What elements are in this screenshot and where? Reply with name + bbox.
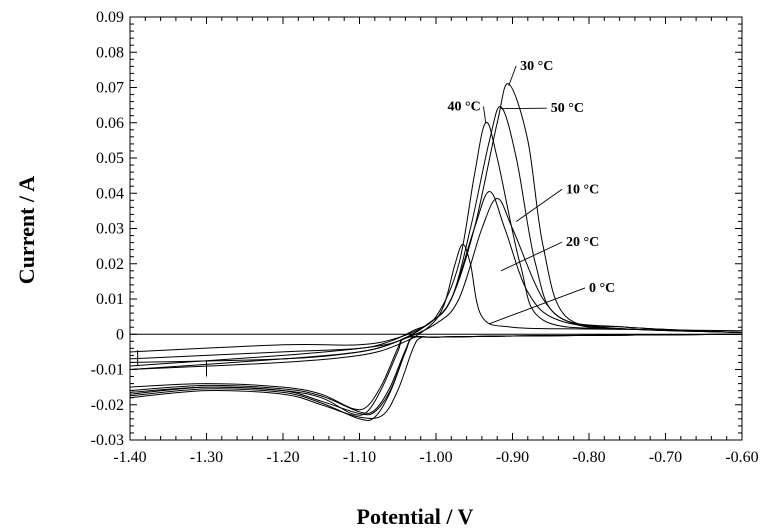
annotation-label: 40 °C bbox=[447, 99, 480, 114]
plot-frame bbox=[129, 16, 743, 441]
x-axis-label: Potential / V bbox=[357, 504, 474, 529]
y-tick-label: 0.03 bbox=[96, 221, 124, 238]
y-tick-label: 0.08 bbox=[96, 44, 124, 61]
series-line-reverse bbox=[129, 121, 743, 360]
plot-border bbox=[129, 16, 743, 441]
y-tick-label: 0.06 bbox=[96, 115, 124, 132]
x-tick-label: -0.80 bbox=[572, 449, 605, 466]
x-tick-label: -1.00 bbox=[419, 449, 452, 466]
series-line-forward bbox=[129, 333, 743, 411]
annotation-leader bbox=[489, 287, 586, 325]
annotation-group: 30 °C 40 °C 50 °C 10 °C 20 °C 0 °C bbox=[447, 59, 615, 325]
x-tick-label: -0.60 bbox=[725, 449, 758, 466]
annotation-label: 50 °C bbox=[551, 101, 584, 116]
series-group bbox=[129, 83, 743, 422]
y-tick-label: 0.01 bbox=[96, 291, 124, 308]
annotation-label: 20 °C bbox=[566, 235, 599, 250]
y-tick-label: 0.04 bbox=[96, 185, 124, 202]
y-tick-label: -0.02 bbox=[91, 397, 124, 414]
annotation-label: 30 °C bbox=[520, 59, 553, 74]
annotation-label: 10 °C bbox=[566, 182, 599, 197]
series-line-reverse bbox=[129, 190, 743, 367]
x-tick-label: -1.10 bbox=[343, 449, 376, 466]
series-line-forward bbox=[129, 333, 743, 414]
y-tick-label: 0.02 bbox=[96, 256, 124, 273]
x-tick-label: -0.90 bbox=[496, 449, 529, 466]
x-tick-label: -1.30 bbox=[190, 449, 223, 466]
y-tick-label: -0.03 bbox=[91, 432, 124, 449]
y-axis-label: Current / A bbox=[14, 176, 39, 284]
y-axis: -0.03 -0.02 -0.01 0 0.01 0.02 0.03 0.04 0.05 0.06… bbox=[91, 9, 742, 449]
annotation-leader bbox=[516, 188, 563, 222]
series-line-reverse bbox=[129, 197, 743, 363]
x-tick-label: -1.40 bbox=[113, 449, 146, 466]
annotation-label: 0 °C bbox=[589, 281, 615, 296]
annotation-leader bbox=[483, 106, 487, 123]
series-line-reverse bbox=[129, 83, 743, 370]
series-line-reverse bbox=[129, 243, 743, 370]
y-tick-label: 0.07 bbox=[96, 80, 124, 97]
y-tick-label: -0.01 bbox=[91, 362, 124, 379]
x-axis: -1.40 -1.30 -1.20 -1.10 -1.00 -0.90 -0.80 -0.70… bbox=[113, 17, 759, 466]
x-tick-label: -1.20 bbox=[266, 449, 299, 466]
annotation-leader bbox=[508, 65, 517, 86]
series-line-forward bbox=[129, 333, 743, 416]
annotation-leader bbox=[500, 241, 563, 272]
series-line-reverse bbox=[129, 106, 743, 353]
series-line-forward bbox=[129, 333, 743, 416]
y-tick-label: 0 bbox=[116, 326, 124, 343]
y-tick-label: 0.09 bbox=[96, 9, 124, 26]
y-tick-label: 0.05 bbox=[96, 150, 124, 167]
x-tick-label: -0.70 bbox=[649, 449, 682, 466]
